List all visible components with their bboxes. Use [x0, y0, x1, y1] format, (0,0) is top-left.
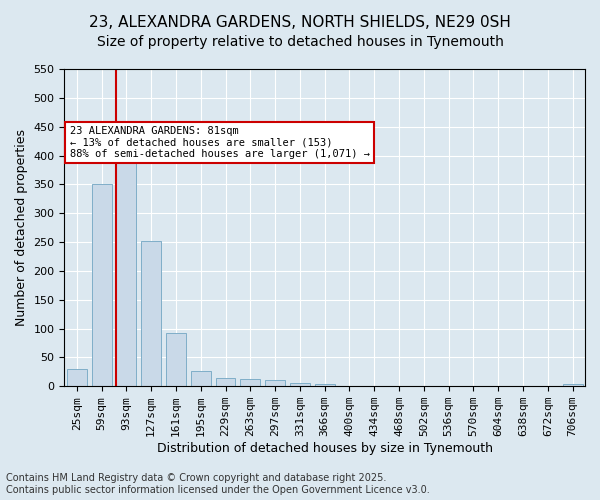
Text: Contains HM Land Registry data © Crown copyright and database right 2025.
Contai: Contains HM Land Registry data © Crown c… — [6, 474, 430, 495]
Text: 23, ALEXANDRA GARDENS, NORTH SHIELDS, NE29 0SH: 23, ALEXANDRA GARDENS, NORTH SHIELDS, NE… — [89, 15, 511, 30]
Y-axis label: Number of detached properties: Number of detached properties — [15, 129, 28, 326]
Bar — [92, 184, 112, 386]
Bar — [116, 126, 136, 386]
Bar — [563, 384, 583, 386]
Bar — [141, 241, 161, 386]
Bar — [241, 380, 260, 386]
X-axis label: Distribution of detached houses by size in Tynemouth: Distribution of detached houses by size … — [157, 442, 493, 455]
Bar — [215, 378, 235, 386]
Bar — [166, 332, 186, 386]
Text: Size of property relative to detached houses in Tynemouth: Size of property relative to detached ho… — [97, 35, 503, 49]
Bar — [191, 371, 211, 386]
Bar — [290, 384, 310, 386]
Bar — [315, 384, 335, 386]
Bar — [67, 369, 87, 386]
Text: 23 ALEXANDRA GARDENS: 81sqm
← 13% of detached houses are smaller (153)
88% of se: 23 ALEXANDRA GARDENS: 81sqm ← 13% of det… — [70, 126, 370, 160]
Bar — [265, 380, 285, 386]
